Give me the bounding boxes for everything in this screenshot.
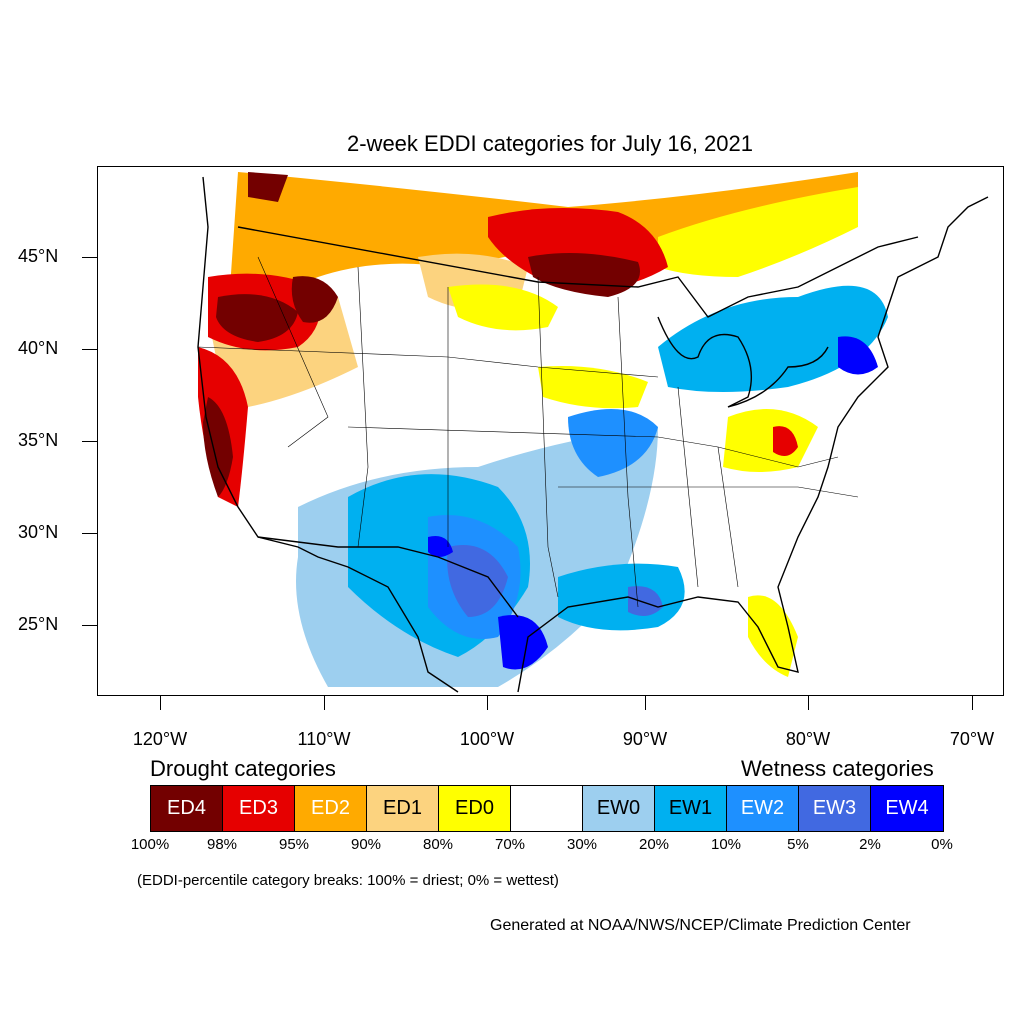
ew3-texas (447, 545, 508, 617)
percentile-label: 20% (638, 836, 670, 853)
lon-tick (645, 696, 646, 710)
legend-box-ew0: EW0 (583, 786, 655, 831)
ew1-great-lakes (658, 285, 888, 392)
legend-color-bar: ED4 ED3 ED2 ED1 ED0 EW0 EW1 EW2 EW3 EW4 (150, 785, 944, 832)
lon-label-70: 70°W (949, 729, 995, 749)
ed0-central (448, 284, 558, 331)
ed4-minnesota (528, 253, 640, 297)
legend-box-ew4: EW4 (871, 786, 943, 831)
ed4-california (203, 397, 233, 497)
lat-tick (82, 349, 97, 350)
state-lines (197, 256, 859, 608)
percentile-label: 98% (206, 836, 238, 853)
percentile-label: 95% (278, 836, 310, 853)
legend-box-ed3: ED3 (223, 786, 295, 831)
lat-tick (82, 257, 97, 258)
ed4-nw-corner (248, 172, 288, 202)
map-panel (97, 166, 1004, 696)
lat-label-35: 35°N (18, 430, 59, 450)
legend-note: (EDDI-percentile category breaks: 100% =… (137, 872, 559, 889)
ew4-texas-coast (498, 615, 548, 670)
lon-tick (487, 696, 488, 710)
lon-tick (160, 696, 161, 710)
ed0-midwest (538, 366, 648, 409)
lat-label-40: 40°N (18, 338, 59, 358)
ed4-pacific-nw (216, 294, 298, 342)
percentile-label: 100% (130, 836, 170, 853)
map-title: 2-week EDDI categories for July 16, 2021 (347, 131, 753, 156)
ed0-north-east (658, 187, 858, 277)
ew4-new-mexico (428, 536, 453, 557)
eddi-map (197, 172, 989, 693)
percentile-label: 90% (350, 836, 382, 853)
ew4-new-england (838, 336, 878, 375)
lon-label-100: 100°W (459, 729, 515, 749)
lat-tick (82, 533, 97, 534)
percentile-label: 0% (931, 836, 953, 853)
legend-box-normal (511, 786, 583, 831)
percentile-label: 10% (710, 836, 742, 853)
ed0-virginia (723, 409, 818, 472)
lat-label-30: 30°N (18, 522, 59, 542)
lon-tick (972, 696, 973, 710)
legend-box-ew2: EW2 (727, 786, 799, 831)
legend-box-ed0: ED0 (439, 786, 511, 831)
ed4-idaho (291, 276, 338, 323)
legend-box-ew3: EW3 (799, 786, 871, 831)
percentile-label: 70% (494, 836, 526, 853)
percentile-label: 2% (859, 836, 881, 853)
wetness-categories-heading: Wetness categories (741, 756, 934, 781)
ed3-virginia (773, 426, 798, 456)
mexico-border (257, 536, 519, 618)
lon-label-90: 90°W (622, 729, 668, 749)
lat-label-25: 25°N (18, 614, 59, 634)
boundaries (197, 176, 989, 693)
percentile-label: 5% (787, 836, 809, 853)
lon-tick (808, 696, 809, 710)
percentile-label: 80% (422, 836, 454, 853)
lon-label-120: 120°W (132, 729, 188, 749)
legend-box-ed1: ED1 (367, 786, 439, 831)
credit-line: Generated at NOAA/NWS/NCEP/Climate Predi… (490, 917, 911, 934)
lat-tick (82, 441, 97, 442)
lat-label-45: 45°N (18, 246, 59, 266)
drought-categories-heading: Drought categories (150, 756, 336, 781)
great-lakes (657, 316, 829, 408)
legend-box-ed4: ED4 (151, 786, 223, 831)
ew2-ozarks (568, 409, 658, 477)
legend-box-ed2: ED2 (295, 786, 367, 831)
lon-tick (324, 696, 325, 710)
wetness-patches (296, 285, 888, 687)
lon-label-110: 110°W (297, 729, 351, 749)
ew1-gulf (558, 563, 685, 631)
lat-tick (82, 625, 97, 626)
legend-box-ew1: EW1 (655, 786, 727, 831)
lon-label-80: 80°W (785, 729, 831, 749)
canada-border (237, 226, 919, 318)
percentile-label: 30% (566, 836, 598, 853)
